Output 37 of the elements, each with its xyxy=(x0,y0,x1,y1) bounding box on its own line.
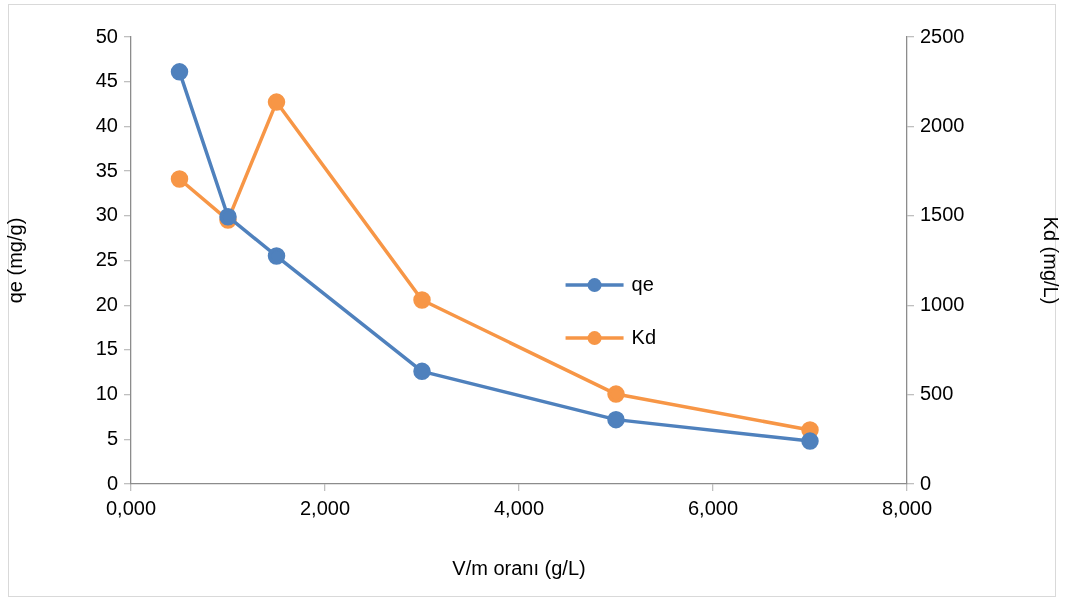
point xyxy=(801,432,819,450)
y2-tick-label: 2000 xyxy=(920,113,965,136)
x-tick-label: 0,000 xyxy=(105,496,157,519)
point xyxy=(219,207,237,226)
point xyxy=(413,362,431,381)
y-tick-label: 20 xyxy=(95,292,118,315)
x-tick-label: 6,000 xyxy=(687,496,739,519)
y-tick-label: 0 xyxy=(106,471,118,494)
point xyxy=(267,93,286,111)
y-tick-label: 45 xyxy=(95,69,118,92)
point xyxy=(413,291,431,309)
y2-tick-label: 1500 xyxy=(920,203,965,226)
x-tick-label: 2,000 xyxy=(299,496,351,519)
y2-tick-label: 2500 xyxy=(920,24,965,47)
y-tick-label: 15 xyxy=(95,337,118,360)
point xyxy=(607,410,625,429)
y2-tick-label: 0 xyxy=(920,471,932,494)
legend-label: qe xyxy=(631,272,654,295)
y-tick-label: 30 xyxy=(95,203,118,226)
point xyxy=(170,63,189,81)
y-tick-label: 5 xyxy=(106,426,118,449)
y2-tick-label: 500 xyxy=(920,382,954,405)
x-tick-label: 8,000 xyxy=(881,496,933,519)
point xyxy=(267,247,286,265)
point xyxy=(607,385,625,403)
y-axis-title: qe (mg/g) xyxy=(3,217,26,304)
y2-tick-label: 1000 xyxy=(920,292,965,315)
x-tick-label: 4,000 xyxy=(493,496,545,519)
y-tick-label: 50 xyxy=(95,24,118,47)
y-tick-label: 25 xyxy=(95,248,118,271)
y-tick-label: 35 xyxy=(95,158,118,181)
y-tick-label: 10 xyxy=(95,382,118,405)
y-tick-label: 40 xyxy=(95,113,118,136)
point xyxy=(170,170,189,188)
y2-axis-title: Kd (mg/L) xyxy=(1040,216,1063,305)
x-axis-title: V/m oranı (g/L) xyxy=(452,556,586,579)
legend-label: Kd xyxy=(631,325,657,348)
